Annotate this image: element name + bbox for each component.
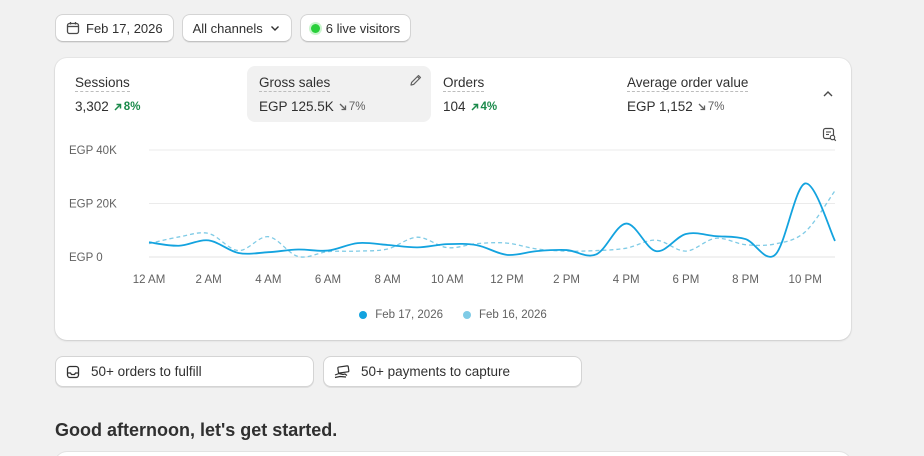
chart-legend: Feb 17, 2026 Feb 16, 2026 [55,309,851,321]
analytics-card: Sessions 3,302 8% Gross sales EGP 125.5K… [55,58,851,340]
inbox-icon [66,365,80,378]
date-label: Feb 17, 2026 [86,20,163,36]
chevron-up-icon[interactable] [821,87,835,101]
series-line-current [148,182,836,258]
live-visitors-button[interactable]: 6 live visitors [299,14,412,42]
arrow-down-right-icon [339,103,346,110]
x-axis-tick-label: 8 AM [374,274,400,286]
top-filter-bar: Feb 17, 2026 All channels 6 live visitor… [55,14,412,42]
metric-sessions[interactable]: Sessions 3,302 8% [63,66,247,122]
arrow-up-right-icon [114,103,122,111]
metric-delta-value: 8% [123,100,141,113]
orders-to-fulfill-button[interactable]: 50+ orders to fulfill [55,356,314,387]
gross-sales-chart: EGP 40K EGP 20K EGP 0 12 AM 2 AM 4 AM 6 AM 8 AM… [69,145,836,286]
payments-to-capture-label: 50+ payments to capture [361,364,510,379]
x-axis-tick-label: 4 AM [255,274,281,286]
metric-orders[interactable]: Orders 104 4% [431,66,615,122]
metric-title: Gross sales [259,75,331,92]
y-axis-tick-label: EGP 0 [69,252,103,264]
channels-dropdown[interactable]: All channels [181,14,292,42]
orders-to-fulfill-label: 50+ orders to fulfill [91,364,202,379]
x-axis-tick-label: 8 PM [732,274,759,286]
x-axis-tick-label: 2 AM [196,274,222,286]
metrics-row: Sessions 3,302 8% Gross sales EGP 125.5K… [63,66,799,122]
metric-delta: 7% [339,100,366,113]
channels-label: All channels [192,20,263,36]
date-picker-button[interactable]: Feb 17, 2026 [55,14,174,42]
legend-dot-icon [359,311,368,319]
arrow-up-right-icon [471,103,478,111]
metric-value: 3,302 [75,99,109,114]
series-line-previous [148,190,836,258]
x-axis-tick-label: 12 PM [490,274,523,286]
metric-value: EGP 125.5K [259,99,334,114]
y-axis-tick-label: EGP 20K [69,199,117,211]
x-axis-tick-label: 6 AM [315,274,341,286]
x-axis-tick-label: 6 PM [672,274,699,286]
x-axis-tick-label: 10 AM [431,274,464,286]
metric-delta-value: 4% [480,100,498,113]
payments-to-capture-button[interactable]: 50+ payments to capture [323,356,582,387]
metric-value: EGP 1,152 [627,99,693,114]
metric-value: 104 [443,99,466,114]
metric-delta-value: 7% [348,100,366,113]
metric-gross-sales[interactable]: Gross sales EGP 125.5K 7% [247,66,431,122]
metric-delta: 4% [471,100,498,113]
arrow-down-right-icon [698,103,705,110]
metric-title: Orders [443,75,485,92]
live-status-dot-icon [310,23,320,33]
getting-started-card [55,452,851,456]
legend-label: Feb 16, 2026 [479,309,547,321]
greeting-heading: Good afternoon, let's get started. [55,420,338,440]
action-buttons: 50+ orders to fulfill 50+ payments to ca… [55,356,582,387]
y-axis-tick-label: EGP 40K [69,145,117,157]
x-axis-tick-label: 2 PM [553,274,580,286]
metric-delta-value: 7% [707,100,725,113]
metric-delta: 7% [698,100,725,113]
metric-title: Average order value [627,75,749,92]
x-axis-tick-label: 4 PM [613,274,640,286]
calendar-icon [66,22,80,35]
legend-item-current[interactable]: Feb 17, 2026 [359,309,443,321]
chart-insights-icon[interactable] [822,127,837,142]
legend-label: Feb 17, 2026 [375,309,443,321]
legend-item-previous[interactable]: Feb 16, 2026 [463,309,547,321]
x-axis-tick-label: 12 AM [133,274,166,286]
legend-dot-icon [463,311,471,319]
cash-hand-icon [334,364,350,378]
chevron-down-icon [270,26,279,31]
metric-average-order-value[interactable]: Average order value EGP 1,152 7% [615,66,799,122]
metric-title: Sessions [75,75,130,92]
edit-pencil-icon[interactable] [409,73,423,87]
x-axis-tick-label: 10 PM [789,274,822,286]
metric-delta: 8% [114,100,141,113]
live-visitors-label: 6 live visitors [325,20,401,36]
